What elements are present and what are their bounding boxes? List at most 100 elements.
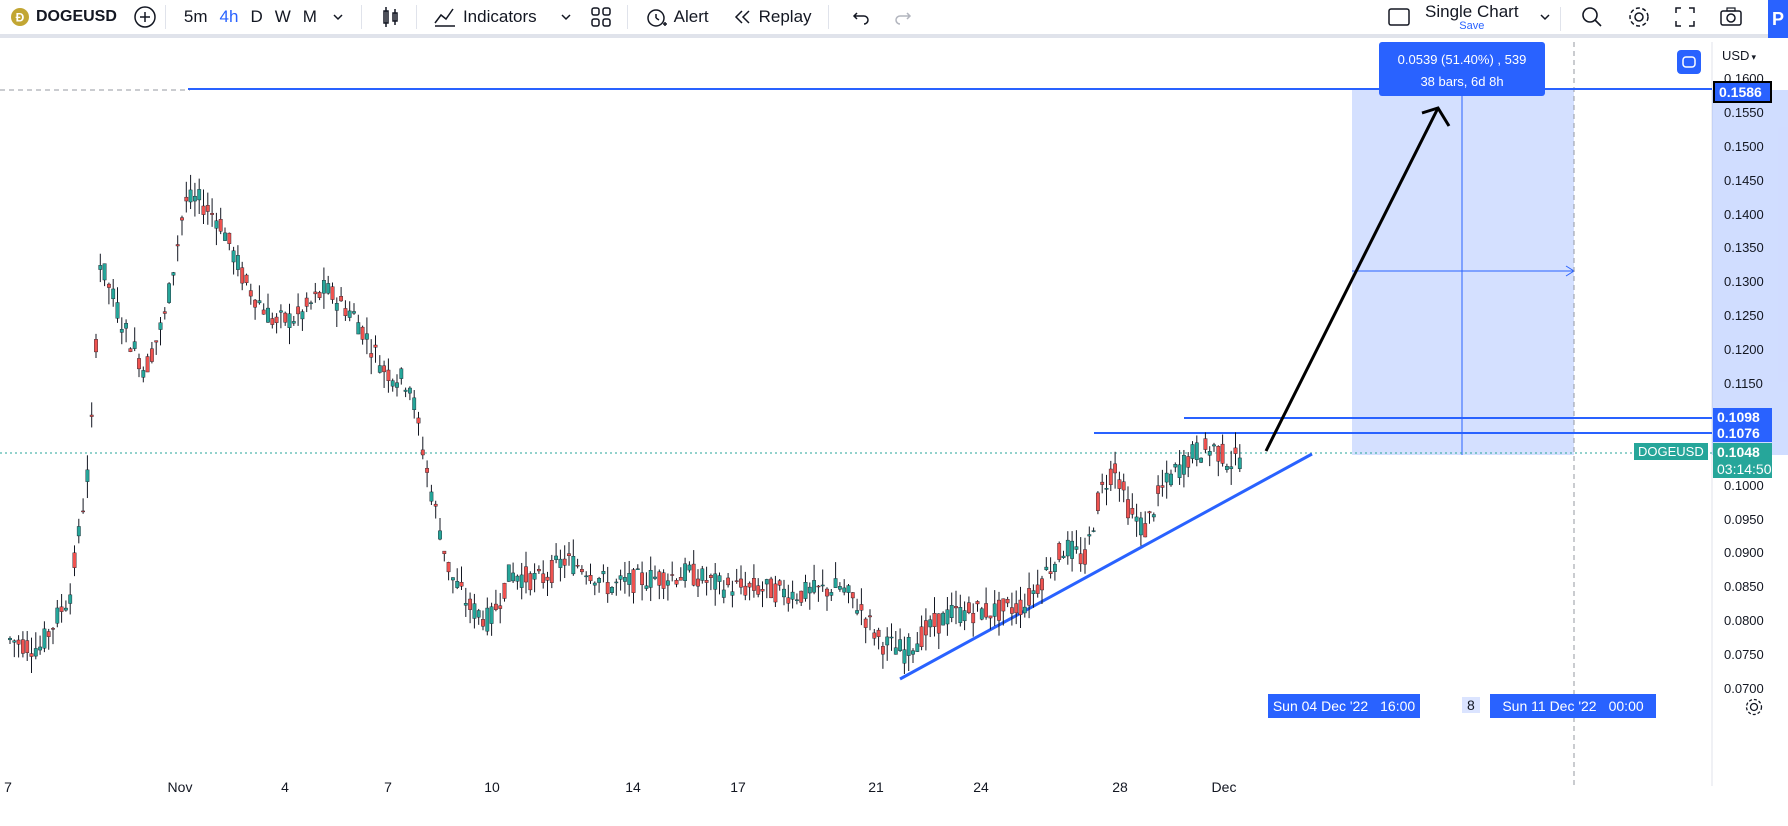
candle-down [984, 603, 989, 618]
candle-up [902, 649, 907, 664]
candle-up [1070, 540, 1075, 559]
candle-up [644, 585, 649, 589]
auto-scale-button[interactable] [1677, 50, 1701, 74]
candle-down [227, 232, 232, 244]
publish-button[interactable]: P [1768, 0, 1788, 38]
chevron-down-icon[interactable] [559, 0, 573, 36]
candle-down [1130, 508, 1135, 515]
candle-down [420, 449, 425, 456]
candle-up [8, 637, 12, 641]
candle-up [223, 232, 227, 241]
candle-up [949, 604, 954, 618]
fullscreen-icon[interactable] [1674, 0, 1696, 36]
candle-down [567, 553, 571, 556]
candle-up [911, 650, 915, 655]
countdown-tag: 03:14:50 [1713, 460, 1772, 478]
candle-down [696, 578, 700, 587]
price-tick-label: 0.1350 [1724, 240, 1764, 256]
candle-up [171, 272, 176, 276]
candle-down [253, 299, 257, 308]
candle-down [971, 613, 976, 624]
time-settings-gear-icon[interactable] [1744, 697, 1764, 722]
candle-down [562, 558, 567, 566]
alert-button[interactable]: Alert [644, 0, 709, 36]
symbol-search[interactable]: Ð DOGEUSD [10, 0, 117, 36]
candle-up [197, 189, 202, 201]
candle-up [511, 572, 515, 582]
candle-up [231, 250, 236, 263]
replay-button[interactable]: Replay [731, 0, 812, 36]
candle-up [889, 636, 894, 639]
candle-up [1237, 457, 1242, 469]
candle-up [42, 628, 47, 649]
candle-down [180, 217, 184, 221]
candle-up [683, 563, 688, 581]
undo-icon[interactable] [851, 0, 871, 36]
redo-icon[interactable] [893, 0, 913, 36]
candle-up [472, 603, 477, 619]
candle-up [829, 592, 834, 596]
candle-up [85, 469, 90, 482]
candle-down [106, 283, 111, 288]
interval-5m[interactable]: 5m [183, 7, 208, 26]
candle-up [1212, 444, 1216, 447]
measure-axis-highlight [1712, 90, 1788, 455]
candle-down [528, 573, 533, 591]
candle-up [1181, 455, 1186, 475]
candles-style-icon[interactable] [378, 0, 402, 36]
candle-down [1203, 438, 1208, 450]
candle-down [709, 575, 713, 578]
candle-down [1048, 571, 1053, 574]
candle-down [1083, 549, 1087, 565]
candle-up [885, 636, 890, 646]
candle-down [502, 582, 507, 599]
candle-up [365, 333, 369, 340]
layout-button[interactable]: Single Chart Save [1387, 0, 1519, 36]
candle-up [124, 323, 129, 329]
candle-down [545, 576, 550, 581]
candle-down [1014, 603, 1019, 614]
candle-up [266, 307, 270, 323]
range-end-time: 00:00 [1608, 698, 1644, 714]
candle-up [257, 300, 262, 304]
candle-up [855, 610, 860, 614]
candle-up [1190, 444, 1195, 459]
chevron-down-icon[interactable] [331, 0, 345, 36]
interval-m[interactable]: M [302, 7, 317, 26]
search-icon[interactable] [1580, 0, 1604, 36]
candle-down [274, 316, 279, 323]
candle-down [678, 577, 683, 581]
projection-arrow [1264, 107, 1440, 452]
candle-up [717, 575, 722, 582]
indicators-button[interactable]: Indicators [433, 0, 537, 36]
range-start-time: 16:00 [1380, 698, 1416, 714]
interval-d[interactable]: D [250, 7, 263, 26]
alarm-clock-icon [644, 5, 668, 29]
candle-down [145, 356, 150, 373]
price-tick-label: 0.1550 [1724, 104, 1764, 120]
interval-4h[interactable]: 4h [219, 7, 239, 26]
interval-w[interactable]: W [274, 7, 291, 26]
candle-down [240, 267, 245, 284]
chart-area[interactable]: USD ▾ 0.1600 0.1550 0.1500 0.1450 0.1400 0.135… [0, 42, 1788, 821]
candle-up [846, 585, 851, 593]
candle-up [438, 530, 442, 540]
price-tick-label: 0.0950 [1724, 511, 1764, 527]
price-chart[interactable] [0, 42, 1788, 821]
candle-up [485, 607, 490, 632]
chevron-down-icon[interactable] [1538, 0, 1552, 36]
candle-down [201, 205, 206, 215]
candle-down [1108, 468, 1113, 485]
time-tick-label: 14 [625, 779, 641, 795]
templates-grid-icon[interactable] [589, 0, 613, 36]
candle-up [648, 570, 653, 588]
rewind-icon [731, 6, 753, 28]
time-axis[interactable]: 7 Nov 4 7 10 14 17 21 24 28 Dec [0, 779, 1788, 821]
gear-icon[interactable] [1627, 0, 1651, 36]
candle-up [515, 575, 520, 582]
camera-icon[interactable] [1719, 0, 1743, 36]
candle-up [700, 568, 705, 581]
compare-add-icon[interactable] [133, 0, 157, 36]
currency-select[interactable]: USD ▾ [1722, 48, 1756, 63]
price-tick-label: 0.0900 [1724, 545, 1764, 561]
